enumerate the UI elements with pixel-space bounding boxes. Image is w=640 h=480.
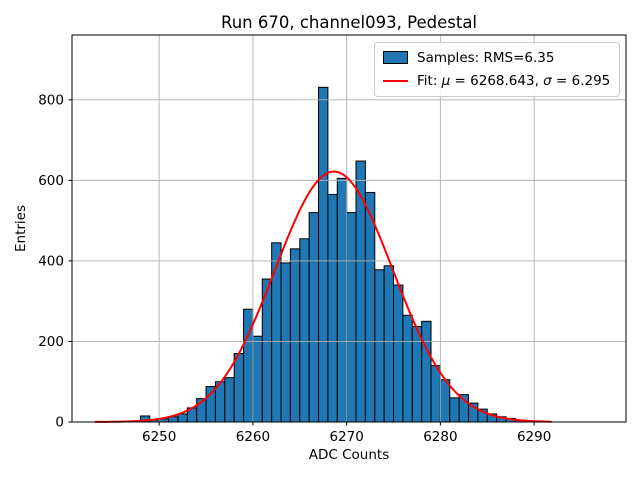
- histogram-bar: [393, 284, 404, 423]
- histogram-bar: [233, 353, 245, 423]
- y-tick-label: 600: [38, 173, 64, 189]
- histogram-bar: [177, 413, 188, 423]
- y-tick-label: 0: [55, 415, 64, 431]
- legend: Samples: RMS=6.35 Fit: μ = 6268.643, σ = …: [374, 42, 620, 97]
- histogram-bar: [364, 191, 376, 423]
- histogram-bar: [205, 386, 216, 423]
- x-tick-label: 6250: [142, 429, 176, 445]
- histogram-bar: [449, 397, 460, 423]
- histogram-bar: [346, 212, 357, 423]
- x-tick-label: 6280: [423, 429, 457, 445]
- x-axis-ticks: 6250 6260 6270 6280 6290: [142, 422, 551, 445]
- x-tick-label: 6290: [517, 429, 551, 445]
- histogram-bar: [318, 86, 329, 423]
- samples-swatch-icon: [383, 51, 408, 64]
- fit-line-icon: [383, 79, 408, 82]
- y-axis-label: Entries: [13, 205, 29, 252]
- histogram-bar: [430, 365, 441, 423]
- legend-item: Fit: μ = 6268.643, σ = 6.295: [383, 70, 611, 91]
- y-axis-ticks: 0 200 400 600 800: [38, 92, 72, 431]
- x-tick-label: 6260: [236, 429, 270, 445]
- histogram-bar: [224, 377, 235, 423]
- histogram-bar: [421, 320, 432, 423]
- legend-item: Samples: RMS=6.35: [383, 47, 611, 68]
- y-tick-label: 400: [38, 253, 64, 269]
- histogram-bar: [252, 335, 263, 423]
- histogram-bar: [289, 248, 301, 423]
- y-tick-label: 200: [38, 334, 64, 350]
- histogram-bar: [411, 326, 423, 423]
- histogram-bar: [280, 262, 291, 423]
- legend-label: Fit: μ = 6268.643, σ = 6.295: [417, 72, 611, 89]
- legend-label: Samples: RMS=6.35: [417, 49, 555, 66]
- histogram-bar: [383, 265, 395, 423]
- y-tick-label: 800: [38, 92, 64, 108]
- histogram-bar: [308, 212, 320, 423]
- histogram-bar: [439, 379, 451, 423]
- chart-title: Run 670, channel093, Pedestal: [221, 13, 477, 32]
- histogram-bar: [374, 269, 385, 423]
- histogram-bar: [271, 242, 282, 423]
- histogram-bar: [402, 314, 413, 423]
- gaussian-fit-curve: [94, 170, 553, 423]
- histogram-bar: [336, 177, 348, 423]
- x-axis-label: ADC Counts: [309, 447, 389, 463]
- plot-frame: [71, 34, 627, 423]
- histogram-bar: [327, 193, 338, 423]
- x-tick-label: 6270: [329, 429, 363, 445]
- histogram-bar: [299, 238, 310, 423]
